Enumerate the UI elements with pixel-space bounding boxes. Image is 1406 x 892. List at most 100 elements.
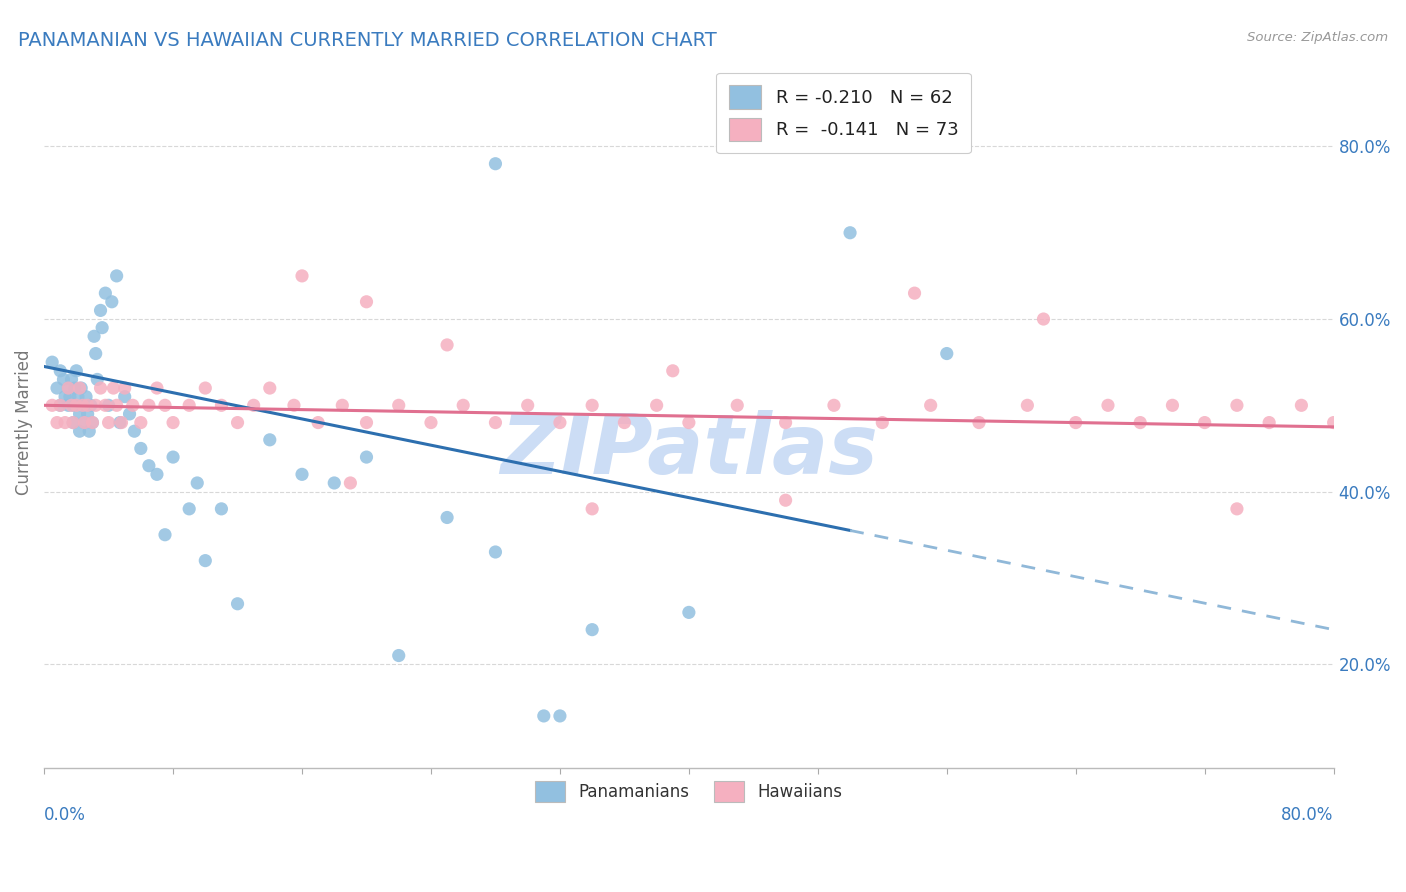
Point: [484, 545, 506, 559]
Point: [209, 501, 232, 516]
Point: [69, 381, 91, 395]
Point: [548, 709, 571, 723]
Point: [41, 398, 63, 412]
Point: [138, 398, 160, 412]
Point: [194, 381, 217, 395]
Point: [678, 416, 700, 430]
Point: [97, 416, 120, 430]
Point: [330, 398, 353, 412]
Point: [70, 381, 93, 395]
Point: [138, 458, 160, 473]
Point: [124, 424, 146, 438]
Point: [179, 398, 201, 412]
Point: [58, 381, 80, 395]
Point: [72, 398, 94, 412]
Point: [356, 416, 378, 430]
Point: [62, 416, 84, 430]
Point: [259, 433, 281, 447]
Point: [775, 493, 797, 508]
Point: [146, 467, 169, 482]
Point: [420, 416, 443, 430]
Point: [226, 416, 249, 430]
Point: [1129, 416, 1152, 430]
Point: [388, 398, 411, 412]
Point: [114, 381, 136, 395]
Point: [967, 416, 990, 430]
Point: [291, 268, 314, 283]
Point: [451, 398, 474, 412]
Point: [291, 467, 314, 482]
Point: [323, 475, 346, 490]
Point: [76, 398, 98, 412]
Point: [661, 364, 683, 378]
Point: [77, 424, 100, 438]
Point: [49, 398, 72, 412]
Text: Source: ZipAtlas.com: Source: ZipAtlas.com: [1247, 31, 1388, 45]
Point: [935, 346, 957, 360]
Point: [76, 407, 98, 421]
Text: ZIPatlas: ZIPatlas: [501, 409, 877, 491]
Point: [105, 398, 128, 412]
Point: [186, 475, 208, 490]
Point: [283, 398, 305, 412]
Point: [872, 416, 894, 430]
Point: [53, 390, 76, 404]
Point: [62, 416, 84, 430]
Point: [53, 416, 76, 430]
Point: [58, 398, 80, 412]
Point: [548, 416, 571, 430]
Point: [1258, 416, 1281, 430]
Point: [121, 398, 143, 412]
Point: [105, 268, 128, 283]
Point: [58, 381, 80, 395]
Point: [101, 294, 124, 309]
Point: [775, 416, 797, 430]
Point: [581, 623, 603, 637]
Point: [1194, 416, 1216, 430]
Point: [63, 381, 86, 395]
Point: [69, 407, 91, 421]
Point: [86, 372, 108, 386]
Point: [89, 381, 111, 395]
Point: [484, 157, 506, 171]
Point: [645, 398, 668, 412]
Point: [533, 709, 555, 723]
Point: [725, 398, 748, 412]
Point: [339, 475, 361, 490]
Point: [72, 398, 94, 412]
Point: [94, 398, 117, 412]
Point: [1226, 501, 1249, 516]
Point: [153, 398, 176, 412]
Point: [146, 381, 169, 395]
Point: [62, 398, 84, 412]
Point: [52, 372, 75, 386]
Point: [356, 450, 378, 464]
Point: [1017, 398, 1039, 412]
Point: [46, 416, 69, 430]
Point: [46, 381, 69, 395]
Point: [84, 346, 107, 360]
Point: [242, 398, 264, 412]
Point: [581, 398, 603, 412]
Point: [60, 398, 83, 412]
Point: [118, 407, 141, 421]
Point: [839, 226, 862, 240]
Point: [162, 416, 184, 430]
Point: [1226, 398, 1249, 412]
Point: [153, 527, 176, 541]
Point: [1097, 398, 1119, 412]
Point: [129, 416, 152, 430]
Point: [678, 606, 700, 620]
Point: [82, 416, 104, 430]
Point: [65, 398, 87, 412]
Point: [82, 416, 104, 430]
Point: [89, 303, 111, 318]
Point: [613, 416, 636, 430]
Point: [1064, 416, 1087, 430]
Point: [91, 320, 114, 334]
Point: [41, 355, 63, 369]
Point: [516, 398, 538, 412]
Point: [194, 554, 217, 568]
Point: [65, 364, 87, 378]
Point: [581, 501, 603, 516]
